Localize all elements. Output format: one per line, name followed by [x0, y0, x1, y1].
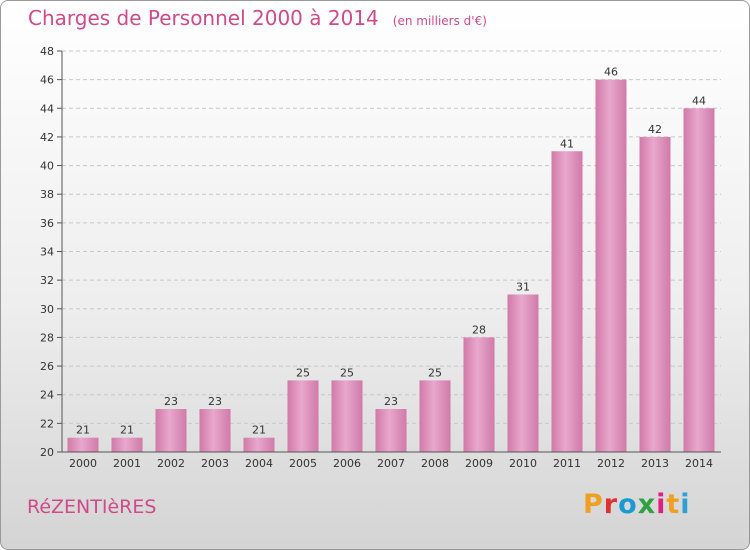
bar-value-label: 23 [208, 395, 222, 408]
x-tick-label: 2013 [641, 457, 669, 470]
bar-value-label: 25 [296, 366, 310, 379]
x-tick-label: 2002 [157, 457, 185, 470]
y-tick-label: 42 [40, 131, 54, 144]
bar-value-label: 21 [120, 424, 134, 437]
bar-value-label: 25 [428, 366, 442, 379]
x-tick-label: 2011 [553, 457, 581, 470]
y-tick-label: 20 [40, 446, 54, 459]
bar-value-label: 42 [648, 123, 662, 136]
x-tick-label: 2009 [465, 457, 493, 470]
x-tick-label: 2006 [333, 457, 361, 470]
y-tick-label: 44 [40, 102, 54, 115]
chart-title: Charges de Personnel 2000 à 2014 (en mill… [28, 6, 487, 30]
bar-2006 [331, 380, 363, 452]
logo-letter: t [666, 489, 681, 520]
y-tick-label: 48 [40, 45, 54, 58]
y-tick-label: 38 [40, 188, 54, 201]
bar-2011 [551, 151, 583, 452]
x-tick-label: 2012 [597, 457, 625, 470]
bar-value-label: 46 [604, 66, 618, 79]
bar-value-label: 41 [560, 137, 574, 150]
x-tick-label: 2001 [113, 457, 141, 470]
bar-2008 [419, 380, 451, 452]
y-tick-label: 30 [40, 303, 54, 316]
y-tick-label: 26 [40, 360, 54, 373]
y-tick-label: 28 [40, 331, 54, 344]
bar-2001 [111, 437, 143, 452]
bar-value-label: 23 [164, 395, 178, 408]
y-tick-label: 40 [40, 160, 54, 173]
bar-value-label: 28 [472, 323, 486, 336]
y-tick-label: 46 [40, 74, 54, 87]
chart-subtitle: (en milliers d'€) [392, 14, 487, 28]
y-tick-label: 22 [40, 417, 54, 430]
proxiti-logo: Proxiti [583, 489, 691, 520]
bar-2007 [375, 409, 407, 452]
logo-letter: i [680, 489, 691, 520]
axes: 20 22 24 26 28 30 32 34 36 38 40 42 44 46 48 2000 2001 20… [40, 45, 721, 470]
x-tick-label: 2008 [421, 457, 449, 470]
x-tick-label: 2000 [69, 457, 97, 470]
commune-name: RéZENTIèRES [27, 496, 157, 518]
bar-value-label: 23 [384, 395, 398, 408]
bar-2013 [639, 136, 671, 452]
y-tick-label: 36 [40, 217, 54, 230]
bar-2000 [67, 437, 99, 452]
bar-value-label: 31 [516, 280, 530, 293]
bar-value-label: 44 [692, 94, 706, 107]
bar-value-label: 21 [252, 424, 266, 437]
logo-letter: i [656, 489, 667, 520]
logo-letter: o [618, 489, 638, 520]
logo-letter: r [603, 489, 619, 520]
x-tick-label: 2010 [509, 457, 537, 470]
bar-2014 [683, 108, 715, 453]
y-tick-label: 32 [40, 274, 54, 287]
bar-value-label: 25 [340, 366, 354, 379]
logo-letter: P [583, 489, 604, 520]
title-text: Charges de Personnel 2000 à 2014 [28, 6, 379, 30]
bar-2012 [595, 79, 627, 453]
x-tick-label: 2003 [201, 457, 229, 470]
bar-2010 [507, 294, 539, 452]
x-tick-label: 2004 [245, 457, 273, 470]
bar-2003 [199, 409, 231, 452]
x-tick-label: 2005 [289, 457, 317, 470]
bars: 21 21 23 23 21 25 25 23 25 28 31 41 46 42 44 [67, 66, 715, 453]
x-tick-label: 2007 [377, 457, 405, 470]
bar-2004 [243, 437, 275, 452]
bar-2005 [287, 380, 319, 452]
bar-value-label: 21 [76, 424, 90, 437]
y-tick-label: 34 [40, 246, 54, 259]
y-tick-label: 24 [40, 389, 54, 402]
x-tick-label: 2014 [685, 457, 713, 470]
bar-2009 [463, 337, 495, 452]
bar-2002 [155, 409, 187, 452]
logo-letter: x [637, 489, 657, 520]
